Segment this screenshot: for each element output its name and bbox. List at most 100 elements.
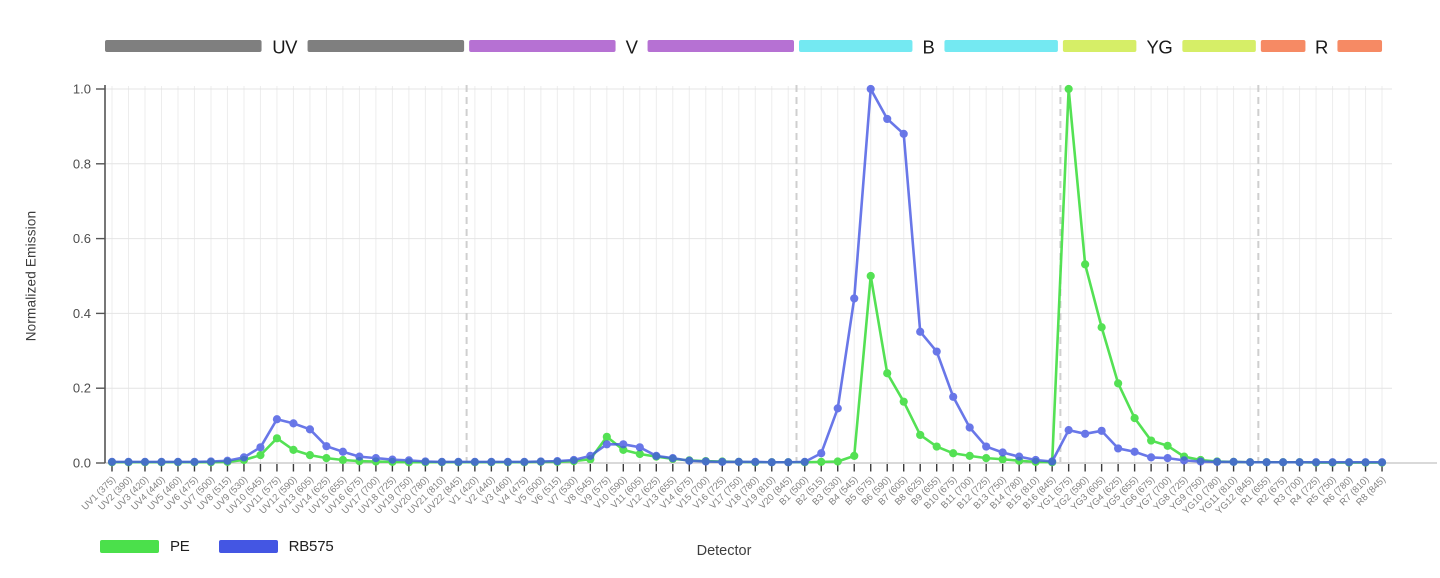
data-point: [1278, 458, 1288, 467]
data-point: [1377, 458, 1387, 467]
series-points-rb575: [107, 84, 1387, 467]
data-point: [487, 457, 496, 466]
data-point: [635, 449, 644, 459]
series-line-pe: [110, 87, 1384, 464]
band-label: UV: [272, 37, 298, 58]
band-label: B: [923, 37, 935, 58]
data-point: [668, 454, 677, 463]
data-point: [949, 449, 958, 458]
data-point: [1180, 456, 1189, 465]
data-point: [1311, 458, 1321, 467]
band-yg: YG: [1062, 37, 1256, 58]
data-point: [289, 445, 298, 455]
data-point: [404, 456, 413, 465]
data-point: [1229, 457, 1238, 466]
data-point: [520, 457, 529, 466]
band-segment: [1062, 40, 1137, 52]
data-point: [833, 457, 842, 466]
data-point: [322, 442, 331, 451]
data-point: [965, 451, 974, 460]
data-point: [817, 457, 826, 466]
data-point: [272, 415, 282, 424]
data-point: [982, 454, 991, 463]
data-point: [916, 430, 925, 440]
band-label: V: [626, 37, 639, 58]
data-point: [1130, 447, 1139, 456]
data-point: [1147, 436, 1156, 445]
band-label: YG: [1147, 37, 1173, 58]
data-point: [157, 457, 166, 466]
data-point: [239, 453, 249, 462]
data-point: [1163, 441, 1172, 450]
y-tick-label: 0.2: [73, 381, 91, 396]
data-point: [454, 457, 463, 466]
data-point: [767, 458, 776, 467]
data-point: [190, 457, 199, 466]
data-point: [1015, 452, 1024, 461]
data-point: [371, 454, 381, 463]
data-point: [470, 457, 479, 466]
y-tick-label: 0.4: [73, 306, 91, 321]
data-point: [569, 455, 578, 465]
data-point: [916, 327, 925, 336]
detector-band-bar: UV V B YG R: [105, 37, 1383, 58]
data-point: [1196, 457, 1205, 466]
data-point: [1245, 458, 1255, 467]
data-point: [553, 457, 562, 466]
data-point: [899, 397, 908, 406]
data-point: [1114, 379, 1123, 388]
data-point: [272, 434, 282, 443]
data-point: [965, 423, 974, 432]
data-point: [1048, 457, 1057, 466]
band-label: R: [1315, 37, 1328, 58]
y-tick-label: 0.6: [73, 231, 91, 246]
legend-item-rb575[interactable]: RB575: [218, 538, 334, 555]
data-point: [1064, 425, 1073, 435]
data-point: [718, 457, 727, 466]
data-point: [1031, 455, 1040, 465]
data-point: [1097, 323, 1106, 332]
data-point: [1130, 414, 1139, 423]
data-point: [866, 271, 875, 281]
data-point: [1064, 84, 1073, 94]
data-point: [982, 442, 991, 451]
legend-label-pe: PE: [170, 538, 190, 555]
band-segment: [1182, 40, 1256, 52]
data-point: [1262, 458, 1271, 467]
band-b: B: [799, 37, 1058, 58]
data-point: [586, 451, 595, 460]
x-axis-ticks: UV1 (375)UV2 (390)UV3 (420)UV4 (440)UV5 …: [80, 464, 1388, 517]
data-point: [602, 432, 611, 441]
data-point: [883, 369, 892, 378]
data-point: [1344, 458, 1354, 467]
data-point: [1361, 458, 1370, 467]
data-point: [124, 457, 133, 466]
data-point: [289, 419, 298, 428]
data-point: [437, 457, 446, 466]
band-segment: [469, 40, 616, 52]
data-point: [619, 445, 628, 455]
data-point: [503, 457, 512, 466]
data-point: [998, 455, 1007, 464]
data-point: [256, 451, 265, 460]
group-separators: [465, 85, 1260, 462]
data-point: [1328, 458, 1337, 467]
y-axis-title: Normalized Emission: [23, 210, 39, 342]
data-point: [817, 449, 826, 458]
data-point: [107, 457, 117, 466]
data-point: [256, 443, 265, 452]
data-point: [1147, 453, 1156, 462]
series-rb575: [107, 84, 1387, 467]
band-segment: [307, 40, 465, 52]
data-point: [355, 452, 364, 461]
data-point: [1081, 260, 1090, 269]
data-point: [1081, 429, 1090, 438]
data-point: [635, 443, 644, 452]
y-tick-label: 0.8: [73, 156, 91, 171]
data-point: [1114, 444, 1123, 453]
data-point: [223, 456, 232, 465]
legend-item-pe[interactable]: PE: [100, 538, 190, 555]
band-segment: [1260, 40, 1306, 52]
band-segment: [799, 40, 913, 52]
